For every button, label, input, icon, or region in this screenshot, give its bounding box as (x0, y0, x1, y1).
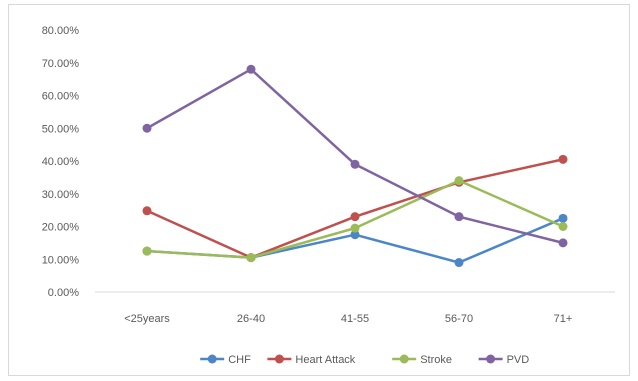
y-tick-label: 80.00% (42, 25, 80, 37)
x-tick-label: 56-70 (445, 313, 473, 325)
data-point (350, 230, 360, 240)
y-tick-label: 20.00% (42, 222, 80, 234)
x-tick-label: 26-40 (237, 313, 265, 325)
data-point (142, 246, 152, 256)
data-point (246, 64, 256, 74)
series-chf (142, 213, 568, 268)
data-point (350, 223, 360, 233)
legend-label: Heart Attack (295, 354, 355, 366)
data-point (558, 238, 568, 248)
legend-item: Heart Attack (267, 354, 356, 366)
legend-label: CHF (228, 354, 251, 366)
legend-label: PVD (507, 354, 530, 366)
data-point (350, 159, 360, 169)
data-point (142, 123, 152, 133)
legend-marker (207, 354, 217, 364)
x-tick-label: 71+ (554, 313, 573, 325)
y-tick-label: 40.00% (42, 156, 80, 168)
x-axis: <25years 26-40 41-55 56-70 71+ (95, 291, 615, 325)
legend-item: PVD (478, 354, 530, 366)
y-tick-label: 0.00% (48, 287, 79, 299)
chart-frame (8, 4, 630, 376)
data-point (558, 154, 568, 164)
legend-item: Stroke (392, 354, 452, 366)
data-point (454, 176, 464, 186)
legend: CHF Heart Attack Stroke PVD (200, 354, 529, 366)
series-layer (142, 64, 568, 268)
series-pvd (142, 64, 568, 248)
x-tick-label: <25years (124, 313, 170, 325)
y-tick-label: 50.00% (42, 123, 80, 135)
data-point (558, 222, 568, 231)
y-tick-label: 10.00% (42, 254, 80, 266)
y-tick-label: 60.00% (42, 91, 80, 103)
legend-label: Stroke (420, 354, 452, 366)
legend-item: CHF (200, 354, 251, 366)
series-heart-attack (142, 154, 568, 263)
data-point (454, 258, 464, 268)
legend-marker (274, 354, 284, 364)
y-tick-label: 30.00% (42, 189, 80, 201)
legend-marker (399, 354, 409, 364)
y-tick-label: 70.00% (42, 58, 80, 70)
x-tick-label: 41-55 (341, 313, 369, 325)
data-point (454, 212, 464, 222)
legend-marker (486, 354, 496, 364)
data-point (246, 253, 256, 263)
series-line (145, 158, 565, 259)
series-stroke (142, 176, 568, 263)
y-axis: 0.00% 10.00% 20.00% 30.00% 40.00% 50.00% 60.00… (42, 25, 80, 299)
data-point (558, 213, 568, 223)
data-point (142, 206, 152, 216)
data-point (350, 212, 360, 222)
